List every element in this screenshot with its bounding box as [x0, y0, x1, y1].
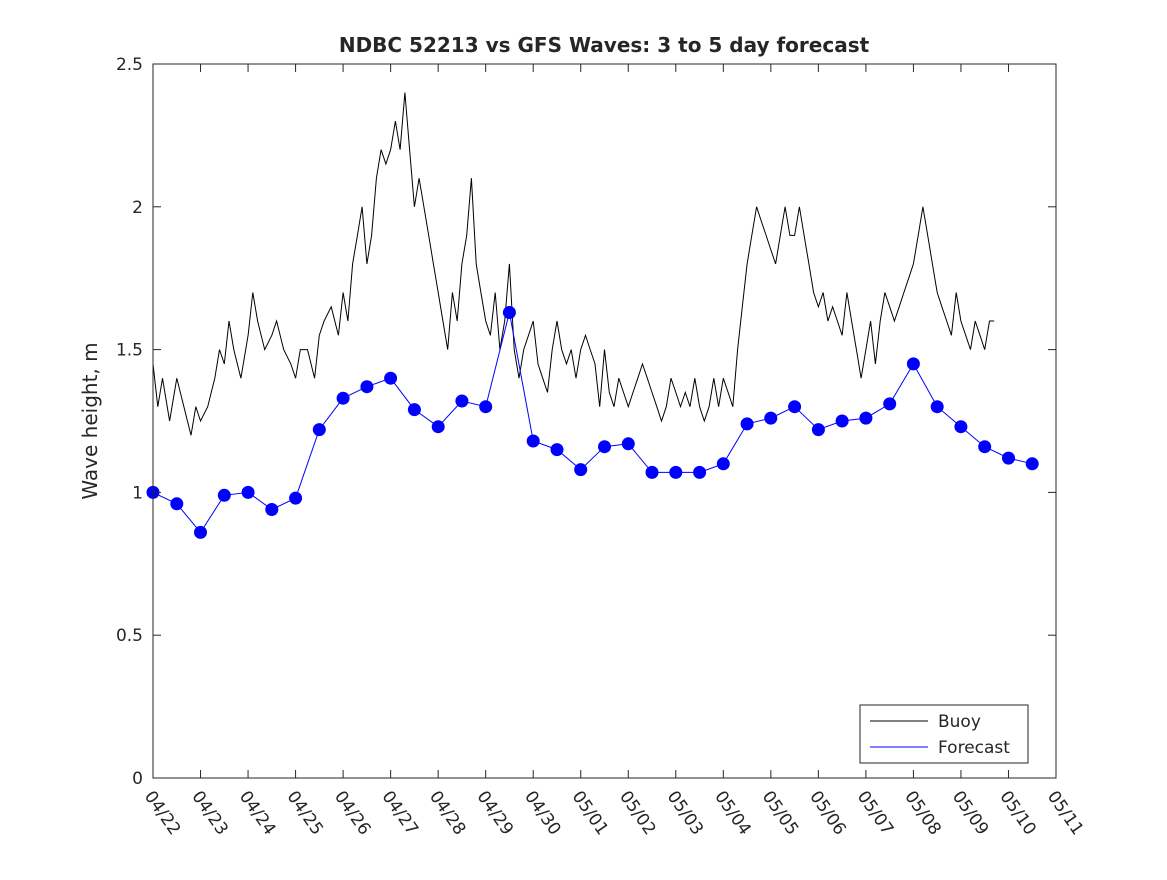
axes-box: [152, 63, 1057, 779]
forecast-point: [289, 491, 303, 505]
legend-buoy-label: Buoy: [938, 712, 981, 732]
forecast-point: [906, 357, 920, 371]
y-tick-label: 1: [132, 483, 143, 503]
forecast-point: [526, 434, 540, 448]
y-tick-label: 2: [132, 198, 143, 218]
forecast-point: [716, 457, 730, 471]
forecast-point: [479, 400, 493, 414]
forecast-point: [764, 411, 778, 425]
legend: Buoy Forecast: [859, 704, 1029, 764]
y-tick-label: 0: [132, 769, 143, 789]
forecast-point: [740, 417, 754, 431]
forecast-point: [930, 400, 944, 414]
buoy-series-line: [152, 92, 995, 436]
forecast-point: [336, 391, 350, 405]
y-tick-label: 0.5: [116, 626, 143, 646]
forecast-point: [194, 525, 207, 539]
forecast-point: [621, 437, 635, 451]
forecast-point: [859, 411, 873, 425]
forecast-point: [598, 440, 611, 454]
forecast-point: [170, 497, 184, 511]
forecast-point: [835, 414, 849, 428]
forecast-point: [978, 440, 992, 454]
forecast-point: [217, 488, 231, 502]
forecast-point: [669, 465, 683, 479]
forecast-point: [455, 394, 469, 408]
plot-area: [153, 64, 1056, 778]
legend-box: [859, 704, 1029, 764]
forecast-point: [788, 400, 802, 414]
forecast-point: [360, 380, 374, 394]
forecast-point: [693, 465, 707, 479]
chart-title: NDBC 52213 vs GFS Waves: 3 to 5 day fore…: [339, 33, 870, 57]
forecast-point: [645, 465, 659, 479]
forecast-point: [550, 443, 564, 457]
forecast-point: [574, 463, 588, 477]
forecast-point: [811, 423, 825, 437]
forecast-point: [883, 397, 897, 411]
forecast-point: [407, 403, 421, 417]
forecast-point: [1002, 451, 1015, 465]
forecast-point: [384, 371, 398, 385]
forecast-point: [312, 423, 326, 437]
forecast-point: [502, 306, 516, 319]
y-axis-label: Wave height, m: [78, 342, 102, 499]
forecast-point: [265, 503, 279, 516]
forecast-point: [431, 420, 445, 434]
forecast-point: [954, 420, 968, 434]
forecast-point: [241, 485, 255, 499]
legend-forecast-label: Forecast: [938, 738, 1010, 758]
y-tick-label: 2.5: [116, 55, 143, 75]
forecast-point: [1025, 457, 1039, 471]
y-tick-label: 1.5: [116, 341, 143, 361]
